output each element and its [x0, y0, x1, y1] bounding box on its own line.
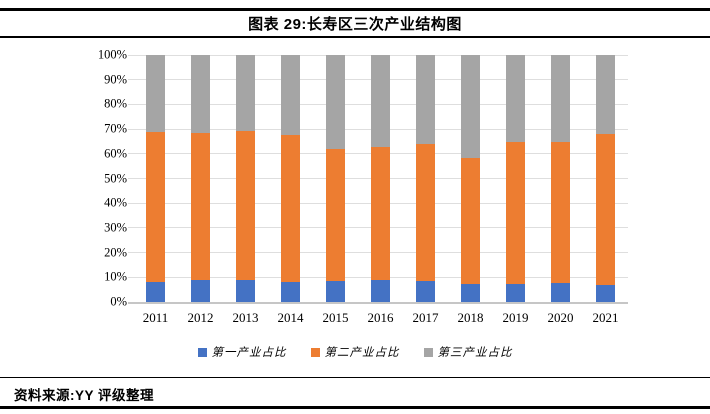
chart-title: 图表 29:长寿区三次产业结构图 [248, 16, 462, 33]
bar-segment [146, 55, 165, 132]
y-tick-label: 30% [104, 220, 127, 235]
bar-stack [191, 55, 210, 302]
bar-segment [506, 142, 525, 285]
bar-segment [236, 131, 255, 281]
bar-segment [506, 55, 525, 143]
x-tick-label: 2020 [547, 310, 574, 325]
y-tick-label: 80% [104, 96, 127, 111]
x-tick-label: 2016 [367, 310, 394, 325]
legend-item: 第一产业占比 [197, 344, 287, 360]
bar-column-2020 [538, 55, 583, 302]
source-note: 资料来源:YY 评级整理 [14, 388, 155, 403]
bar-segment [146, 281, 165, 302]
y-tick-label: 40% [104, 195, 127, 210]
top-border-rule [0, 8, 710, 11]
bar-column-2013 [223, 55, 268, 302]
bar-stack [146, 55, 165, 302]
bar-segment [416, 55, 435, 145]
bar-segment [281, 134, 300, 282]
bar-series-container [133, 55, 628, 302]
bar-stack [461, 55, 480, 302]
bar-column-2011 [133, 55, 178, 302]
bar-segment [596, 133, 615, 285]
bar-stack [371, 55, 390, 302]
y-tick-label: 10% [104, 269, 127, 284]
bar-column-2014 [268, 55, 313, 302]
x-axis-labels: 2011 2012 2013 2014 2015 2016 2017 2018 2019 2020… [133, 310, 628, 326]
bar-column-2021 [583, 55, 628, 302]
legend-item: 第三产业占比 [423, 344, 513, 360]
legend-label: 第二产业占比 [324, 347, 400, 359]
bar-segment [551, 55, 570, 143]
bar-stack [236, 55, 255, 302]
bar-segment [326, 148, 345, 281]
bar-segment [371, 279, 390, 302]
bar-segment [191, 280, 210, 302]
title-underline-rule [0, 36, 710, 38]
bar-segment [281, 55, 300, 135]
legend-swatch-icon [423, 347, 433, 357]
bar-segment [326, 280, 345, 302]
x-tick-label: 2021 [592, 310, 619, 325]
legend-swatch-icon [310, 347, 320, 357]
legend-swatch-icon [197, 347, 207, 357]
bar-segment [461, 55, 480, 158]
bar-column-2016 [358, 55, 403, 302]
x-tick-label: 2011 [142, 310, 169, 325]
bar-stack [326, 55, 345, 302]
bar-segment [236, 280, 255, 302]
legend-label: 第一产业占比 [211, 347, 287, 359]
bar-segment [371, 55, 390, 147]
bar-column-2017 [403, 55, 448, 302]
legend-item: 第二产业占比 [310, 344, 400, 360]
x-tick-label: 2019 [502, 310, 529, 325]
bar-segment [326, 55, 345, 149]
y-tick-label: 0% [110, 294, 127, 309]
bar-segment [416, 280, 435, 302]
x-tick-label: 2012 [187, 310, 214, 325]
y-tick-label: 70% [104, 121, 127, 136]
bottom-border-rule [0, 406, 710, 409]
bar-segment [596, 284, 615, 302]
chart-legend: 第一产业占比 第二产业占比 第三产业占比 [0, 344, 710, 360]
bar-segment [191, 132, 210, 281]
x-tick-label: 2017 [412, 310, 439, 325]
y-tick-label: 20% [104, 245, 127, 260]
bar-column-2019 [493, 55, 538, 302]
y-tick-label: 50% [104, 171, 127, 185]
source-divider-rule [0, 377, 710, 378]
bar-stack [596, 55, 615, 302]
y-tick-label: 100% [97, 47, 127, 62]
bar-segment [551, 142, 570, 284]
bar-segment [461, 157, 480, 285]
bar-stack [551, 55, 570, 302]
y-tick-label: 90% [104, 72, 127, 87]
legend-label: 第三产业占比 [437, 347, 513, 359]
y-axis-labels: 100% 90% 80% 70% 60% 50% 40% 30% 20% 10% 0% [0, 48, 127, 309]
bar-segment [506, 284, 525, 302]
x-tick-label: 2015 [322, 310, 349, 325]
bar-column-2012 [178, 55, 223, 302]
bar-segment [596, 55, 615, 134]
bar-segment [461, 284, 480, 302]
bar-column-2015 [313, 55, 358, 302]
gridline-0% [128, 301, 628, 304]
bar-segment [191, 55, 210, 133]
x-tick-label: 2014 [277, 310, 304, 325]
y-tick-label: 60% [104, 146, 127, 161]
bar-segment [146, 131, 165, 282]
x-tick-label: 2013 [232, 310, 259, 325]
bar-segment [371, 146, 390, 280]
bar-segment [236, 55, 255, 132]
bar-stack [281, 55, 300, 302]
bar-segment [416, 144, 435, 281]
bar-stack [506, 55, 525, 302]
bar-stack [416, 55, 435, 302]
bar-segment [551, 283, 570, 302]
bar-column-2018 [448, 55, 493, 302]
plot-area [128, 54, 628, 304]
x-tick-label: 2018 [457, 310, 484, 325]
gridline-100% [128, 54, 628, 56]
bar-segment [281, 281, 300, 302]
